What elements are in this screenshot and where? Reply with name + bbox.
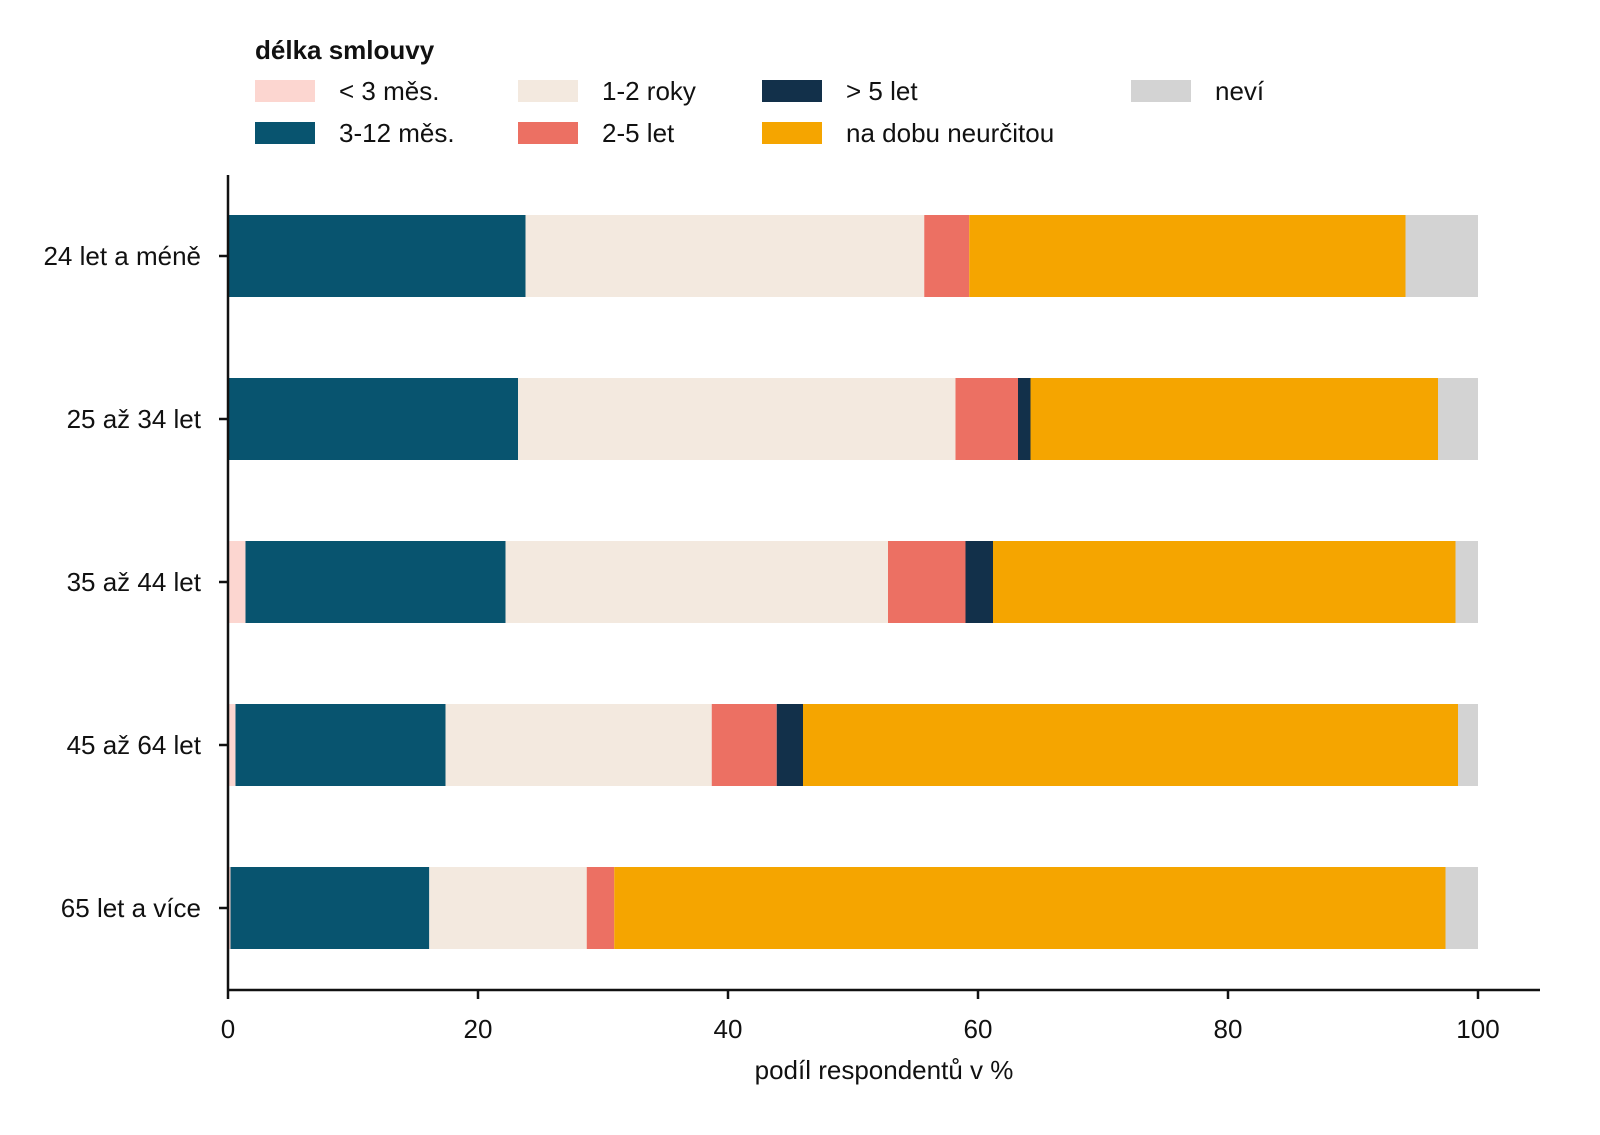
legend-label: < 3 měs. [339,76,439,106]
bar-segment [445,704,712,786]
legend-title: délka smlouvy [255,35,435,65]
bar-segment [888,541,966,623]
x-tick-label: 60 [964,1014,993,1044]
bar-segment [586,867,615,949]
bar-segment [228,704,236,786]
bar-segment [230,867,430,949]
bar-segment [1030,378,1438,460]
bar-segment [955,378,1018,460]
legend-swatch [255,80,315,102]
bar-segment [1458,704,1478,786]
x-tick-label: 40 [714,1014,743,1044]
bar-segment [803,704,1458,786]
bar-segment [245,541,506,623]
bar-segment [993,541,1456,623]
legend-swatch [255,122,315,144]
bar-segment [429,867,587,949]
bar-segment [1405,215,1478,297]
x-axis-label: podíl respondentů v % [755,1055,1014,1085]
bar-segment [1018,378,1031,460]
legend-label: neví [1215,76,1265,106]
x-tick-label: 0 [221,1014,235,1044]
legend-label: > 5 let [846,76,918,106]
x-tick-label: 100 [1456,1014,1499,1044]
legend: < 3 měs. 3-12 měs. 1-2 roky 2-5 let > 5 let n… [255,76,1265,148]
bar-segment [228,378,518,460]
legend-swatch [762,80,822,102]
bar-segment [228,541,246,623]
legend-swatch [1131,80,1191,102]
bar-segment [924,215,970,297]
bar-segment [969,215,1406,297]
bar-segment [525,215,925,297]
y-tick-label: 25 až 34 let [67,404,202,434]
x-tick-label: 20 [464,1014,493,1044]
bar-segment [235,704,446,786]
x-tick-label: 80 [1214,1014,1243,1044]
y-tick-label: 35 až 44 let [67,567,202,597]
y-tick-label: 65 let a více [61,893,201,923]
bars [228,215,1478,949]
legend-label: 3-12 měs. [339,118,455,148]
legend-swatch [518,80,578,102]
bar-segment [1438,378,1478,460]
y-tick-label: 45 až 64 let [67,730,202,760]
bar-segment [776,704,803,786]
bar-segment [1445,867,1478,949]
bar-segment [228,215,526,297]
bar-segment [1455,541,1478,623]
bar-segment [965,541,993,623]
legend-label: 2-5 let [602,118,675,148]
bar-segment [614,867,1446,949]
legend-label: na dobu neurčitou [846,118,1054,148]
y-tick-label: 24 let a méně [43,241,201,271]
bar-segment [518,378,956,460]
bar-segment [711,704,777,786]
legend-label: 1-2 roky [602,76,696,106]
legend-swatch [518,122,578,144]
legend-swatch [762,122,822,144]
axes: 24 let a méně 25 až 34 let 35 až 44 let 45 … [43,175,1540,1044]
bar-segment [505,541,888,623]
